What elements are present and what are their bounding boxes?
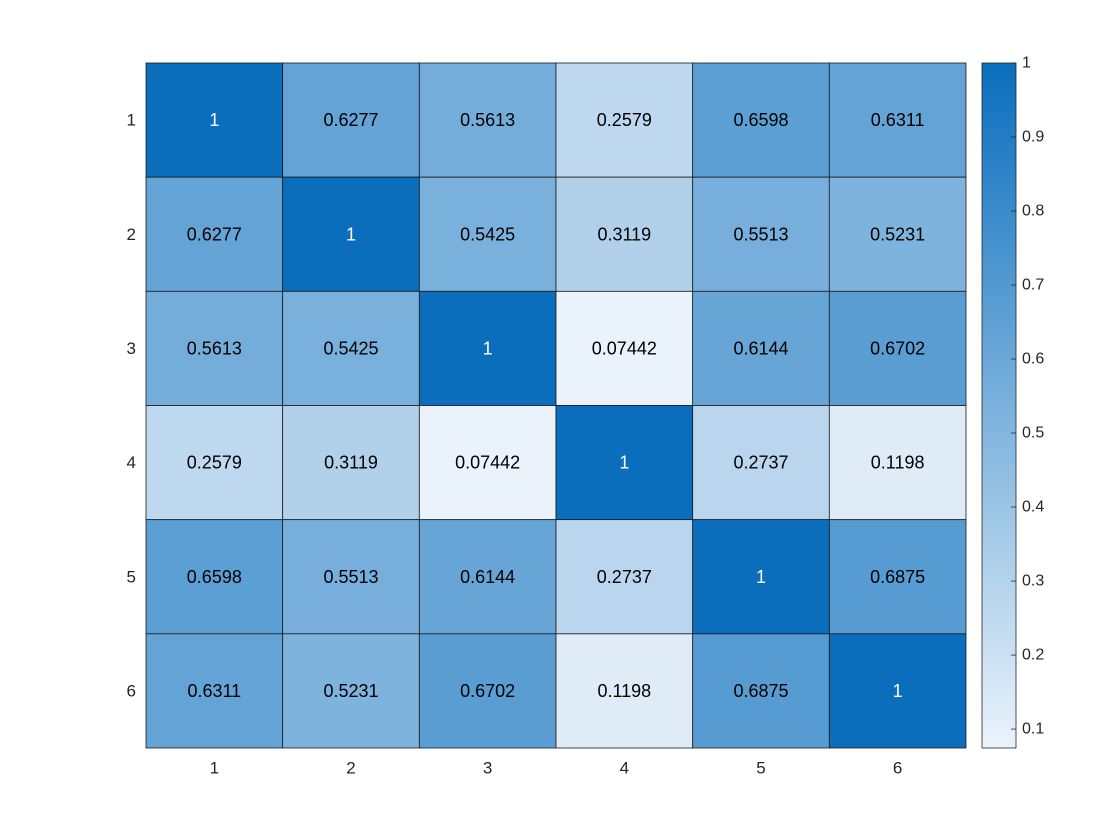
y-tick-label-6: 6	[127, 681, 136, 700]
colorbar-tick-label-0.8: 0.8	[1022, 203, 1044, 220]
heatmap-cell-r4-c3	[418, 405, 557, 521]
cell-label-r3-c5: 0.6144	[733, 338, 788, 358]
cell-label-r4-c3: 0.07442	[455, 453, 520, 473]
cell-label-r5-c3: 0.6144	[460, 567, 515, 587]
colorbar-tick-label-0.9: 0.9	[1022, 129, 1044, 146]
heatmap-cell-r3-c3	[418, 290, 557, 406]
x-tick-label-3: 3	[483, 759, 492, 778]
cell-label-r4-c4: 1	[619, 453, 629, 473]
heatmap-cell-r4-c5	[692, 405, 830, 521]
x-axis-tick-labels: 1 2 3 4 5 6	[210, 759, 903, 778]
heatmap-cell-r6-c4	[555, 633, 694, 749]
heatmap-cell-r1-c5	[692, 62, 830, 178]
cell-label-r4-c5: 0.2737	[733, 453, 788, 473]
cell-label-r2-c6: 0.5231	[870, 224, 925, 244]
heatmap-cell-r1-c1	[145, 62, 284, 178]
heatmap-cell-r2-c2	[282, 176, 420, 292]
cell-label-r3-c1: 0.5613	[187, 338, 242, 358]
heatmap-cell-r2-c6	[828, 176, 967, 292]
heatmap-cell-r1-c6	[828, 62, 967, 178]
y-tick-label-3: 3	[127, 339, 136, 358]
heatmap-cell-r3-c5	[692, 290, 830, 406]
heatmap-cell-r6-c6	[828, 633, 967, 749]
cell-label-r2-c3: 0.5425	[460, 224, 515, 244]
cell-label-r1-c5: 0.6598	[733, 110, 788, 130]
cell-label-r4-c6: 0.1198	[871, 453, 925, 473]
cell-label-r3-c4: 0.07442	[592, 338, 657, 358]
colorbar-tick-label-0.5: 0.5	[1022, 425, 1044, 442]
x-tick-label-1: 1	[210, 759, 219, 778]
cell-label-r3-c6: 0.6702	[870, 338, 925, 358]
y-tick-label-2: 2	[127, 225, 136, 244]
x-tick-label-6: 6	[893, 759, 902, 778]
cell-label-r6-c6: 1	[893, 681, 903, 701]
cell-label-r5-c6: 0.6875	[870, 567, 925, 587]
cell-label-r6-c2: 0.5231	[323, 681, 378, 701]
heatmap-cell-r4-c4	[555, 405, 694, 521]
colorbar-tick-label-0.1: 0.1	[1022, 721, 1044, 738]
cell-label-r3-c3: 1	[483, 338, 493, 358]
colorbar-tick-label-0.4: 0.4	[1022, 499, 1044, 516]
cell-label-r2-c1: 0.6277	[187, 224, 242, 244]
heatmap-cell-r5-c4	[555, 519, 694, 635]
heatmap-cell-r1-c3	[418, 62, 557, 178]
heatmap-cell-r5-c1	[145, 519, 284, 635]
cell-label-r4-c1: 0.2579	[187, 453, 242, 473]
heatmap-cell-r4-c6	[828, 405, 967, 521]
heatmap-cell-r5-c3	[418, 519, 557, 635]
cell-label-r5-c2: 0.5513	[323, 567, 378, 587]
cell-label-r1-c3: 0.5613	[460, 110, 515, 130]
x-tick-label-5: 5	[756, 759, 765, 778]
heatmap-cell-r1-c2	[282, 62, 420, 178]
heatmap-cell-r5-c6	[828, 519, 967, 635]
heatmap-cell-r1-c4	[555, 62, 694, 178]
heatmap-cell-r3-c6	[828, 290, 967, 406]
cell-label-r5-c1: 0.6598	[187, 567, 242, 587]
colorbar-gradient	[981, 62, 1017, 749]
cell-label-r6-c4: 0.1198	[597, 681, 651, 701]
heatmap-cell-r3-c1	[145, 290, 284, 406]
cell-label-r6-c3: 0.6702	[460, 681, 515, 701]
colorbar: 0.1 0.2 0.3 0.4 0.5 0.6 0.7 0.8 0.9 1	[981, 55, 1044, 749]
cell-label-r2-c2: 1	[346, 224, 356, 244]
colorbar-tick-label-0.2: 0.2	[1022, 647, 1044, 664]
heatmap-cells	[145, 62, 967, 749]
cell-label-r1-c1: 1	[209, 110, 219, 130]
x-tick-label-4: 4	[620, 759, 629, 778]
colorbar-tick-label-0.3: 0.3	[1022, 573, 1044, 590]
cell-label-r5-c4: 0.2737	[597, 567, 652, 587]
heatmap-cell-r3-c2	[282, 290, 420, 406]
heatmap-cell-r4-c1	[145, 405, 284, 521]
heatmap-cell-r3-c4	[555, 290, 694, 406]
cell-label-r5-c5: 1	[756, 567, 766, 587]
colorbar-tick-label-0.7: 0.7	[1022, 277, 1044, 294]
heatmap-cell-r5-c5	[692, 519, 830, 635]
cell-label-r3-c2: 0.5425	[323, 338, 378, 358]
heatmap-cell-r6-c5	[692, 633, 830, 749]
colorbar-tick-label-1: 1	[1022, 55, 1031, 72]
y-tick-label-4: 4	[127, 453, 136, 472]
colorbar-tick-label-0.6: 0.6	[1022, 351, 1044, 368]
cell-label-r6-c1: 0.6311	[187, 681, 241, 701]
cell-label-r2-c5: 0.5513	[733, 224, 788, 244]
y-axis-tick-labels: 1 2 3 4 5 6	[127, 111, 136, 701]
heatmap-cell-r4-c2	[282, 405, 420, 521]
heatmap-cell-r2-c1	[145, 176, 284, 292]
cell-label-r4-c2: 0.3119	[324, 453, 378, 473]
cell-label-r1-c4: 0.2579	[597, 110, 652, 130]
heatmap-cell-r5-c2	[282, 519, 420, 635]
y-tick-label-1: 1	[127, 111, 136, 130]
cell-label-r2-c4: 0.3119	[597, 224, 651, 244]
heatmap-cell-r6-c1	[145, 633, 284, 749]
cell-label-r1-c6: 0.6311	[871, 110, 925, 130]
heatmap-cell-r2-c4	[555, 176, 694, 292]
y-tick-label-5: 5	[127, 567, 136, 586]
x-tick-label-2: 2	[346, 759, 355, 778]
cell-label-r1-c2: 0.6277	[323, 110, 378, 130]
heatmap-cell-labels: 1 0.6277 0.5613 0.2579 0.6598 0.6311 0.6277 1 0.…	[187, 110, 925, 701]
cell-label-r6-c5: 0.6875	[733, 681, 788, 701]
